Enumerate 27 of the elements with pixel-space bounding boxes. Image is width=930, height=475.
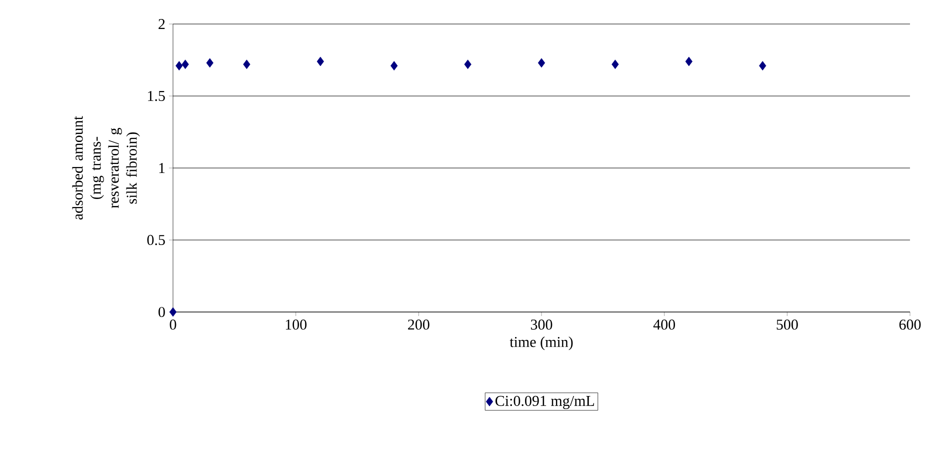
y-tick-label: 0.5 (147, 234, 165, 246)
x-tick-label: 100 (286, 320, 307, 330)
point (182, 60, 189, 70)
point (206, 58, 214, 68)
point (390, 61, 398, 70)
point (464, 60, 472, 70)
x-tick-label: 600 (899, 320, 921, 330)
point (685, 56, 692, 66)
x-tick-label: 200 (408, 320, 430, 330)
legend-label: Ci:0.091 mg/mL (495, 396, 594, 410)
y-tick-label: 0 (158, 306, 165, 318)
point (316, 56, 324, 66)
point (538, 58, 546, 68)
x-tick-label: 400 (653, 320, 676, 330)
point (759, 61, 766, 70)
x-axis-title: time (min) (510, 336, 573, 350)
y-tick-label: 1 (159, 163, 165, 173)
x-tick-label: 0 (170, 320, 176, 330)
point (176, 61, 183, 70)
point (169, 307, 177, 317)
y-axis-title: adsorbed amount (mg trans-resveratrol/ g silk fibroin) (72, 116, 140, 220)
y-tick-label: 2 (158, 19, 165, 29)
point (243, 60, 250, 70)
y-tick-label: 1.5 (148, 90, 165, 102)
x-tick-label: 500 (776, 320, 798, 330)
point (612, 60, 619, 70)
x-tick-label: 300 (530, 320, 552, 330)
